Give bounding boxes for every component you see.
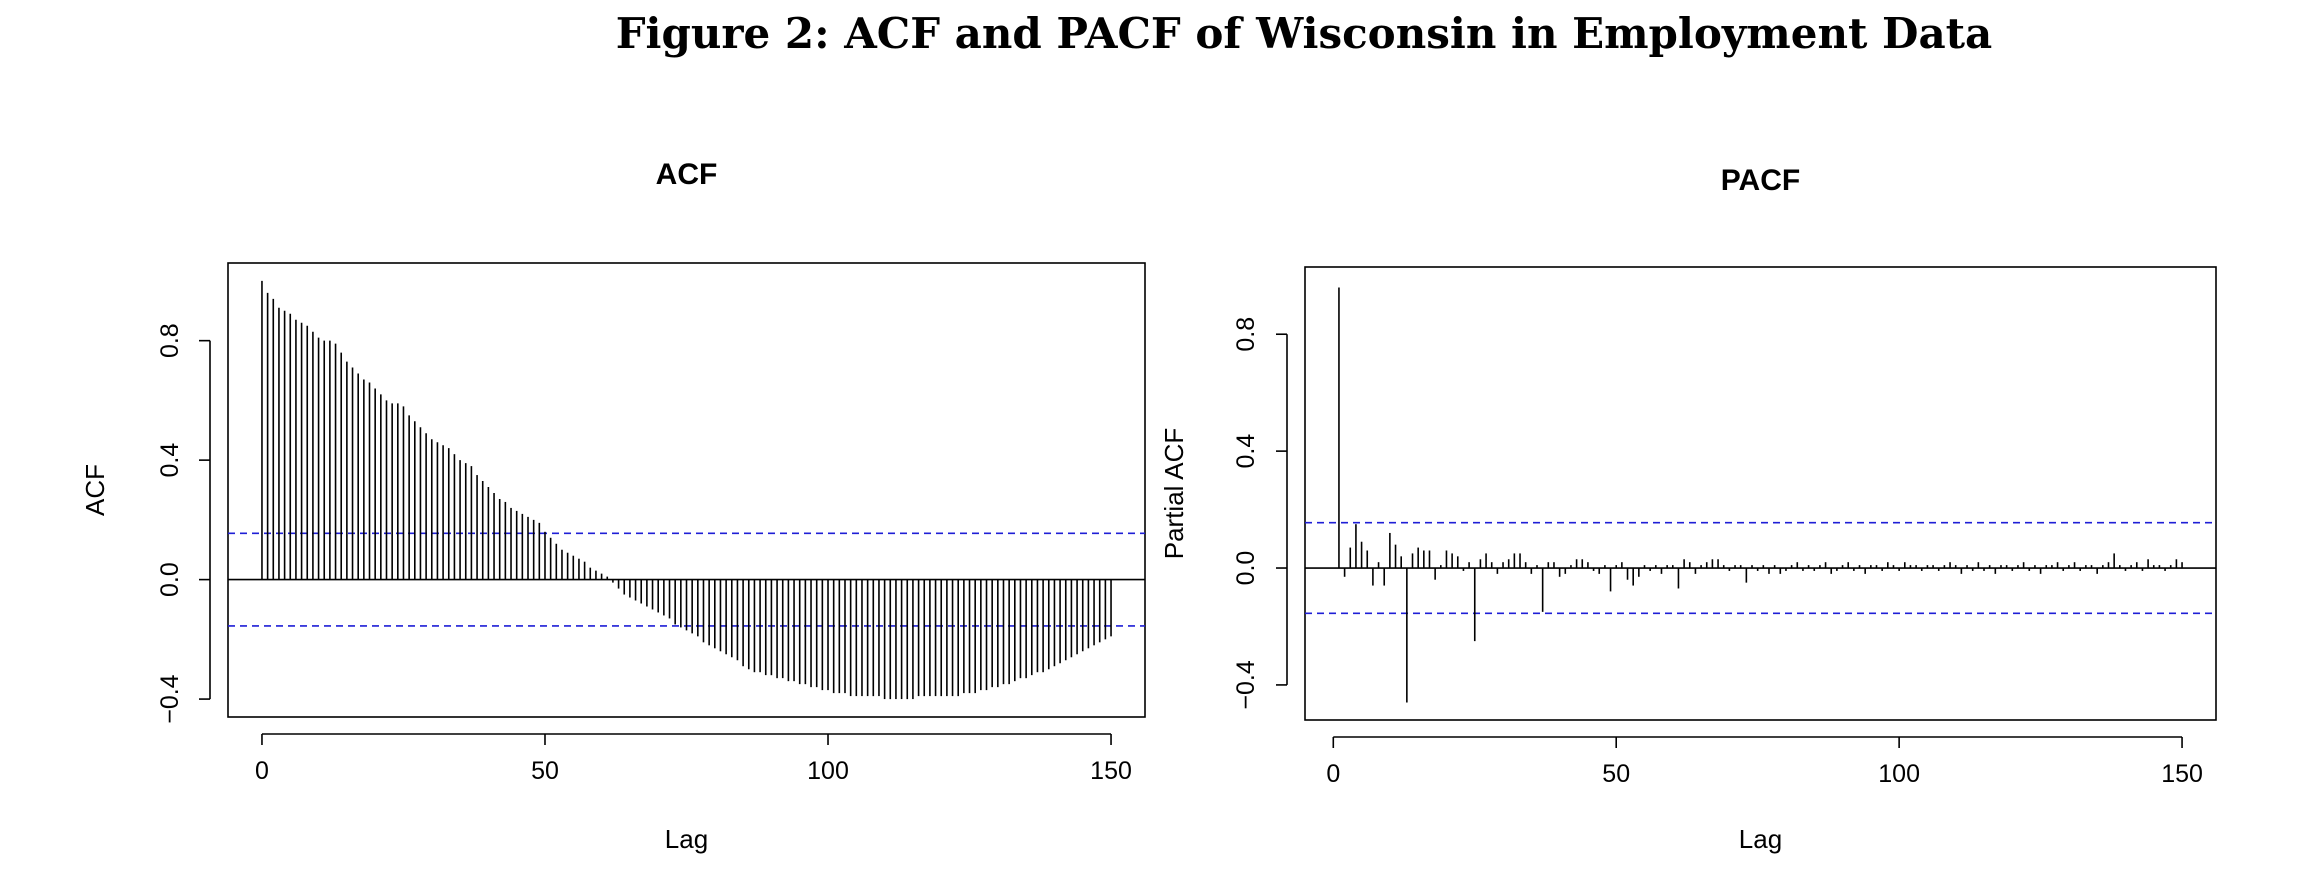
x-tick-label: 150 bbox=[1090, 757, 1132, 785]
x-tick-label: 0 bbox=[1326, 760, 1340, 788]
subplot-title: PACF bbox=[1721, 164, 1800, 197]
plot-frame bbox=[227, 262, 1146, 718]
x-tick-label: 150 bbox=[2161, 760, 2203, 788]
y-axis-label: ACF bbox=[80, 464, 110, 516]
y-tick-label: 0.0 bbox=[156, 562, 184, 597]
x-tick-label: 50 bbox=[531, 757, 559, 785]
subplot: ACF Lag ACF 0 50 100 150 −0.4 0.0 0.4 0.8 bbox=[80, 158, 1146, 854]
x-tick-label: 50 bbox=[1602, 760, 1630, 788]
x-tick-label: 0 bbox=[255, 757, 269, 785]
subplot-title: ACF bbox=[656, 158, 718, 191]
y-tick-label: 0.8 bbox=[1232, 317, 1260, 352]
x-axis-label: Lag bbox=[1739, 824, 1782, 854]
y-tick-label: 0.4 bbox=[1232, 434, 1260, 469]
figure-title: Figure 2: ACF and PACF of Wisconsin in E… bbox=[616, 9, 1993, 58]
y-tick-label: −0.4 bbox=[156, 674, 184, 723]
x-tick-label: 100 bbox=[807, 757, 849, 785]
subplot: PACF Lag Partial ACF 0 50 100 150 −0.4 0.0 0.4 0.8 bbox=[1159, 164, 2217, 854]
y-tick-label: 0.4 bbox=[156, 443, 184, 478]
x-axis-label: Lag bbox=[665, 824, 708, 854]
plot-frame bbox=[1304, 266, 2217, 721]
y-tick-label: 0.0 bbox=[1232, 551, 1260, 586]
y-tick-label: −0.4 bbox=[1232, 660, 1260, 709]
y-tick-label: 0.8 bbox=[156, 323, 184, 358]
x-tick-label: 100 bbox=[1878, 760, 1920, 788]
y-axis-label: Partial ACF bbox=[1159, 428, 1189, 560]
